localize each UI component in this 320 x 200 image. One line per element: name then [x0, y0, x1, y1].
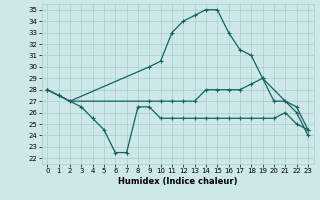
X-axis label: Humidex (Indice chaleur): Humidex (Indice chaleur) [118, 177, 237, 186]
